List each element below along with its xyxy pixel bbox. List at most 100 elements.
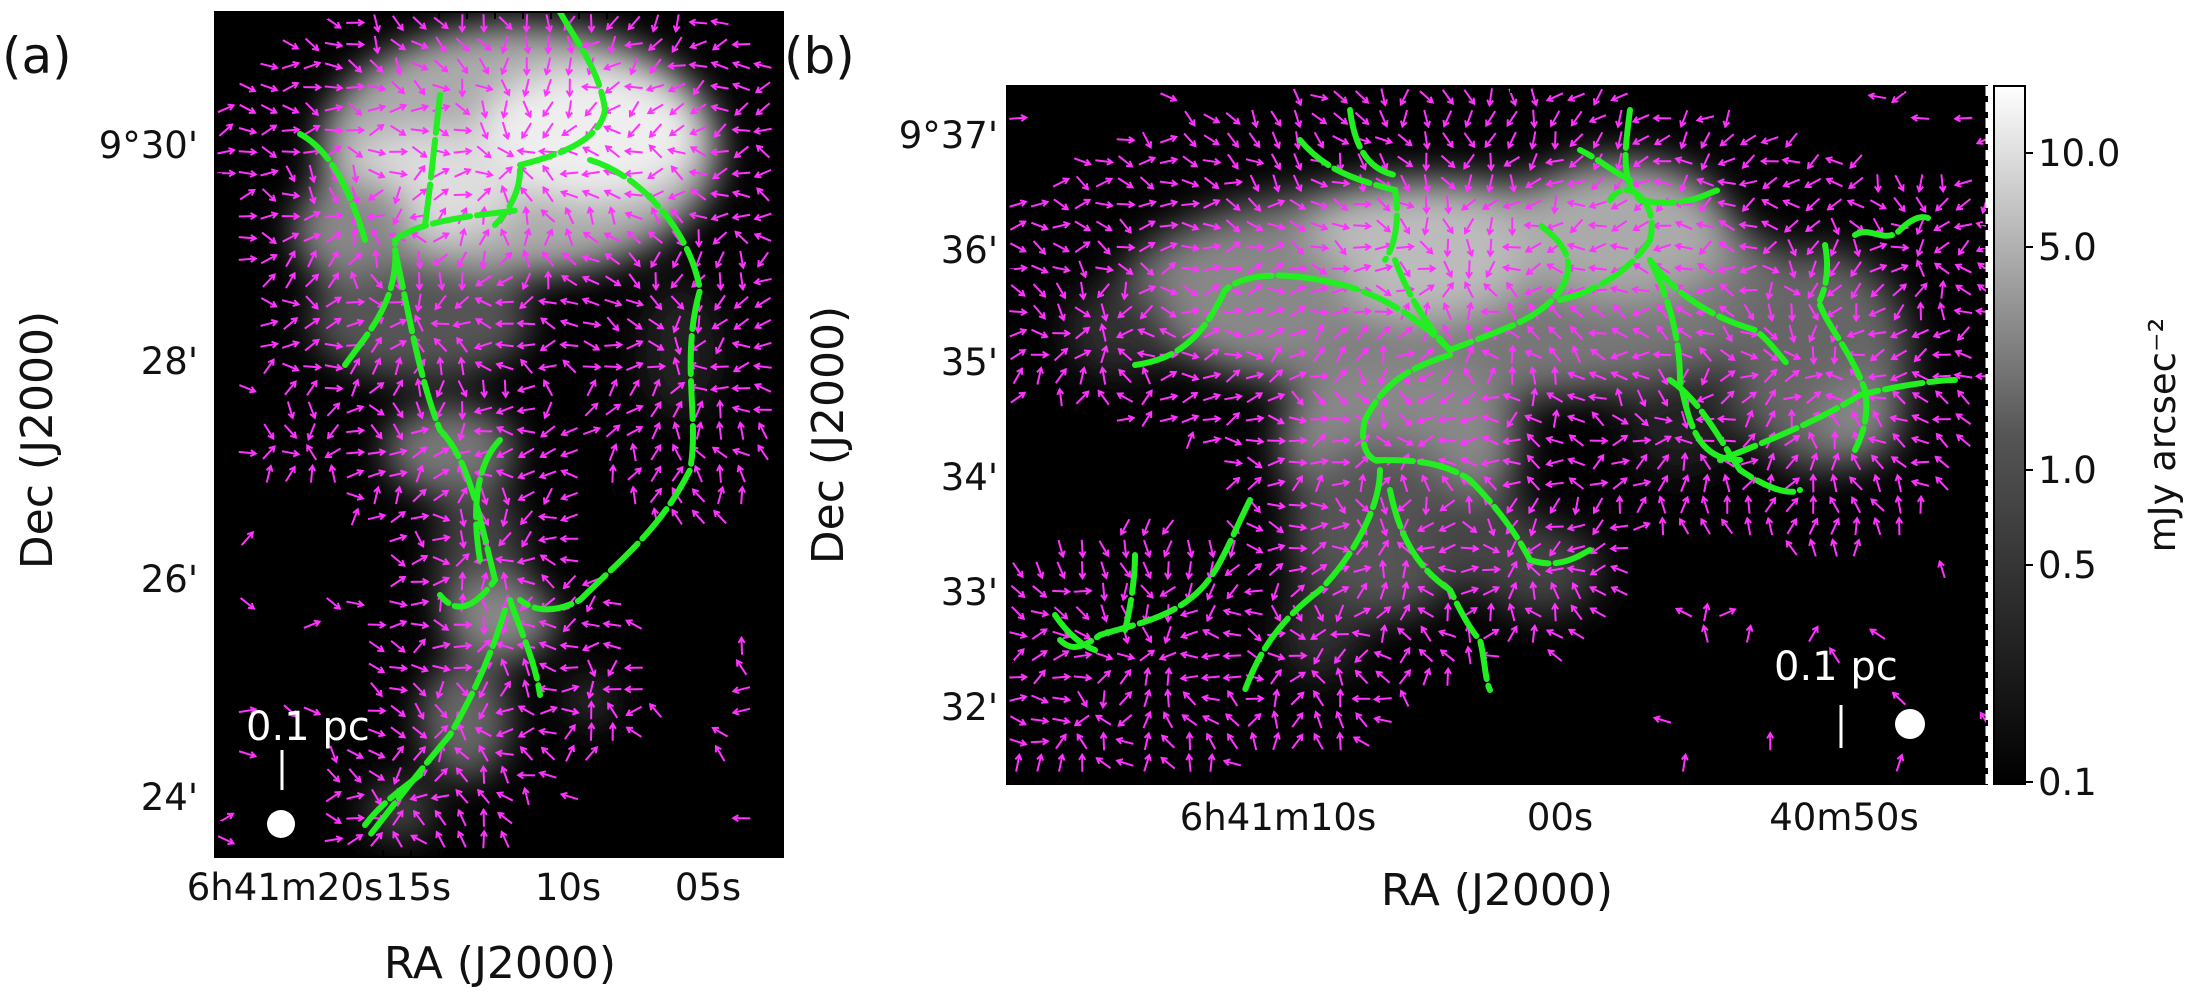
vector-shaft bbox=[265, 465, 272, 483]
vector-shaft bbox=[476, 38, 491, 51]
vector-shaft bbox=[1424, 131, 1429, 149]
vector-head bbox=[671, 45, 679, 54]
vector-shaft bbox=[432, 794, 450, 800]
vector-head bbox=[1163, 549, 1171, 558]
vector-shaft bbox=[713, 510, 727, 525]
vector-head bbox=[434, 302, 442, 311]
vector-head bbox=[645, 84, 654, 93]
vector-head bbox=[1254, 204, 1262, 212]
vector-shaft bbox=[346, 320, 364, 328]
vector-head bbox=[613, 424, 621, 432]
vector-shaft bbox=[1589, 200, 1607, 208]
vector-head bbox=[1633, 204, 1642, 212]
vector-head bbox=[500, 658, 508, 666]
vector-shaft bbox=[392, 831, 403, 848]
vector-shaft bbox=[324, 105, 342, 112]
vector-shaft bbox=[455, 747, 470, 760]
vector-shaft bbox=[1292, 174, 1302, 191]
vector-head bbox=[1212, 199, 1221, 207]
vector-shaft bbox=[1400, 690, 1410, 707]
vector-head bbox=[267, 432, 275, 441]
vector-shaft bbox=[346, 42, 364, 46]
vector-shaft bbox=[605, 403, 621, 416]
vector-head bbox=[688, 61, 697, 70]
vector-shaft bbox=[1892, 390, 1906, 405]
vector-shaft bbox=[346, 405, 364, 414]
vector-shaft bbox=[1657, 389, 1668, 406]
vector-head bbox=[1806, 247, 1814, 256]
vector-head bbox=[1127, 200, 1136, 209]
vector-head bbox=[1406, 438, 1415, 447]
vector-shaft bbox=[1009, 715, 1026, 726]
vector-head bbox=[608, 206, 616, 215]
vector-head bbox=[1300, 544, 1308, 553]
vector-shaft bbox=[1467, 496, 1471, 514]
vector-shaft bbox=[457, 831, 467, 848]
vector-head bbox=[1502, 201, 1511, 210]
vector-head bbox=[495, 791, 504, 799]
vector-head bbox=[1548, 346, 1556, 355]
vector-shaft bbox=[1553, 604, 1557, 622]
vector-shaft bbox=[303, 365, 321, 369]
vector-shaft bbox=[758, 423, 768, 440]
vector-shaft bbox=[347, 252, 362, 266]
vector-head bbox=[375, 831, 383, 840]
vector-shaft bbox=[1079, 367, 1086, 385]
vector-head bbox=[1509, 185, 1517, 193]
vector-shaft bbox=[304, 274, 319, 288]
vector-head bbox=[1101, 614, 1109, 623]
vector-shaft bbox=[1057, 539, 1064, 557]
vector-shaft bbox=[1290, 692, 1304, 706]
vector-shaft bbox=[1009, 329, 1026, 338]
vector-head bbox=[1506, 506, 1514, 514]
vector-head bbox=[495, 469, 504, 477]
vector-head bbox=[1170, 199, 1179, 208]
vector-shaft bbox=[1116, 738, 1134, 745]
vector-head bbox=[1359, 162, 1367, 171]
vector-shaft bbox=[1097, 240, 1111, 255]
vector-shaft bbox=[477, 188, 491, 202]
vector-head bbox=[1299, 501, 1308, 510]
vector-head bbox=[1083, 241, 1091, 249]
vector-head bbox=[1355, 712, 1363, 720]
vector-shaft bbox=[415, 465, 424, 483]
vector-shaft bbox=[346, 816, 364, 820]
vector-head bbox=[1570, 119, 1578, 127]
vector-head bbox=[1567, 628, 1576, 636]
vector-head bbox=[1738, 221, 1747, 230]
vector-head bbox=[1610, 327, 1619, 335]
vector-head bbox=[1063, 717, 1072, 725]
vector-head bbox=[291, 81, 300, 89]
vector-shaft bbox=[1611, 244, 1629, 250]
vector-head bbox=[1772, 266, 1780, 274]
vector-head bbox=[1339, 368, 1348, 377]
vector-head bbox=[669, 108, 677, 116]
vector-shaft bbox=[607, 703, 619, 719]
vector-shaft bbox=[733, 406, 751, 413]
vector-shaft bbox=[1224, 352, 1242, 357]
vector-head bbox=[1016, 367, 1024, 375]
vector-head bbox=[1233, 203, 1241, 211]
vector-head bbox=[1466, 249, 1475, 258]
vector-head bbox=[1439, 649, 1448, 657]
vector-head bbox=[1766, 473, 1775, 482]
vector-head bbox=[1234, 438, 1243, 446]
vector-head bbox=[352, 196, 360, 205]
vector-head bbox=[1464, 184, 1473, 193]
vector-head bbox=[689, 128, 698, 136]
vector-head bbox=[1019, 328, 1028, 336]
vector-shaft bbox=[733, 342, 751, 349]
vector-head bbox=[559, 514, 568, 523]
vector-shaft bbox=[414, 315, 424, 332]
vector-head bbox=[1298, 633, 1307, 640]
vector-shaft bbox=[1806, 197, 1821, 211]
vector-head bbox=[581, 275, 590, 283]
vector-shaft bbox=[435, 831, 446, 848]
vector-head bbox=[1249, 731, 1258, 740]
vector-shaft bbox=[239, 103, 256, 114]
vector-head bbox=[1405, 139, 1413, 147]
vector-head bbox=[1610, 202, 1619, 210]
vector-head bbox=[1271, 709, 1279, 718]
panel-b-scale-bar: 0.1 pc bbox=[1774, 644, 1898, 748]
vector-head bbox=[334, 317, 342, 325]
